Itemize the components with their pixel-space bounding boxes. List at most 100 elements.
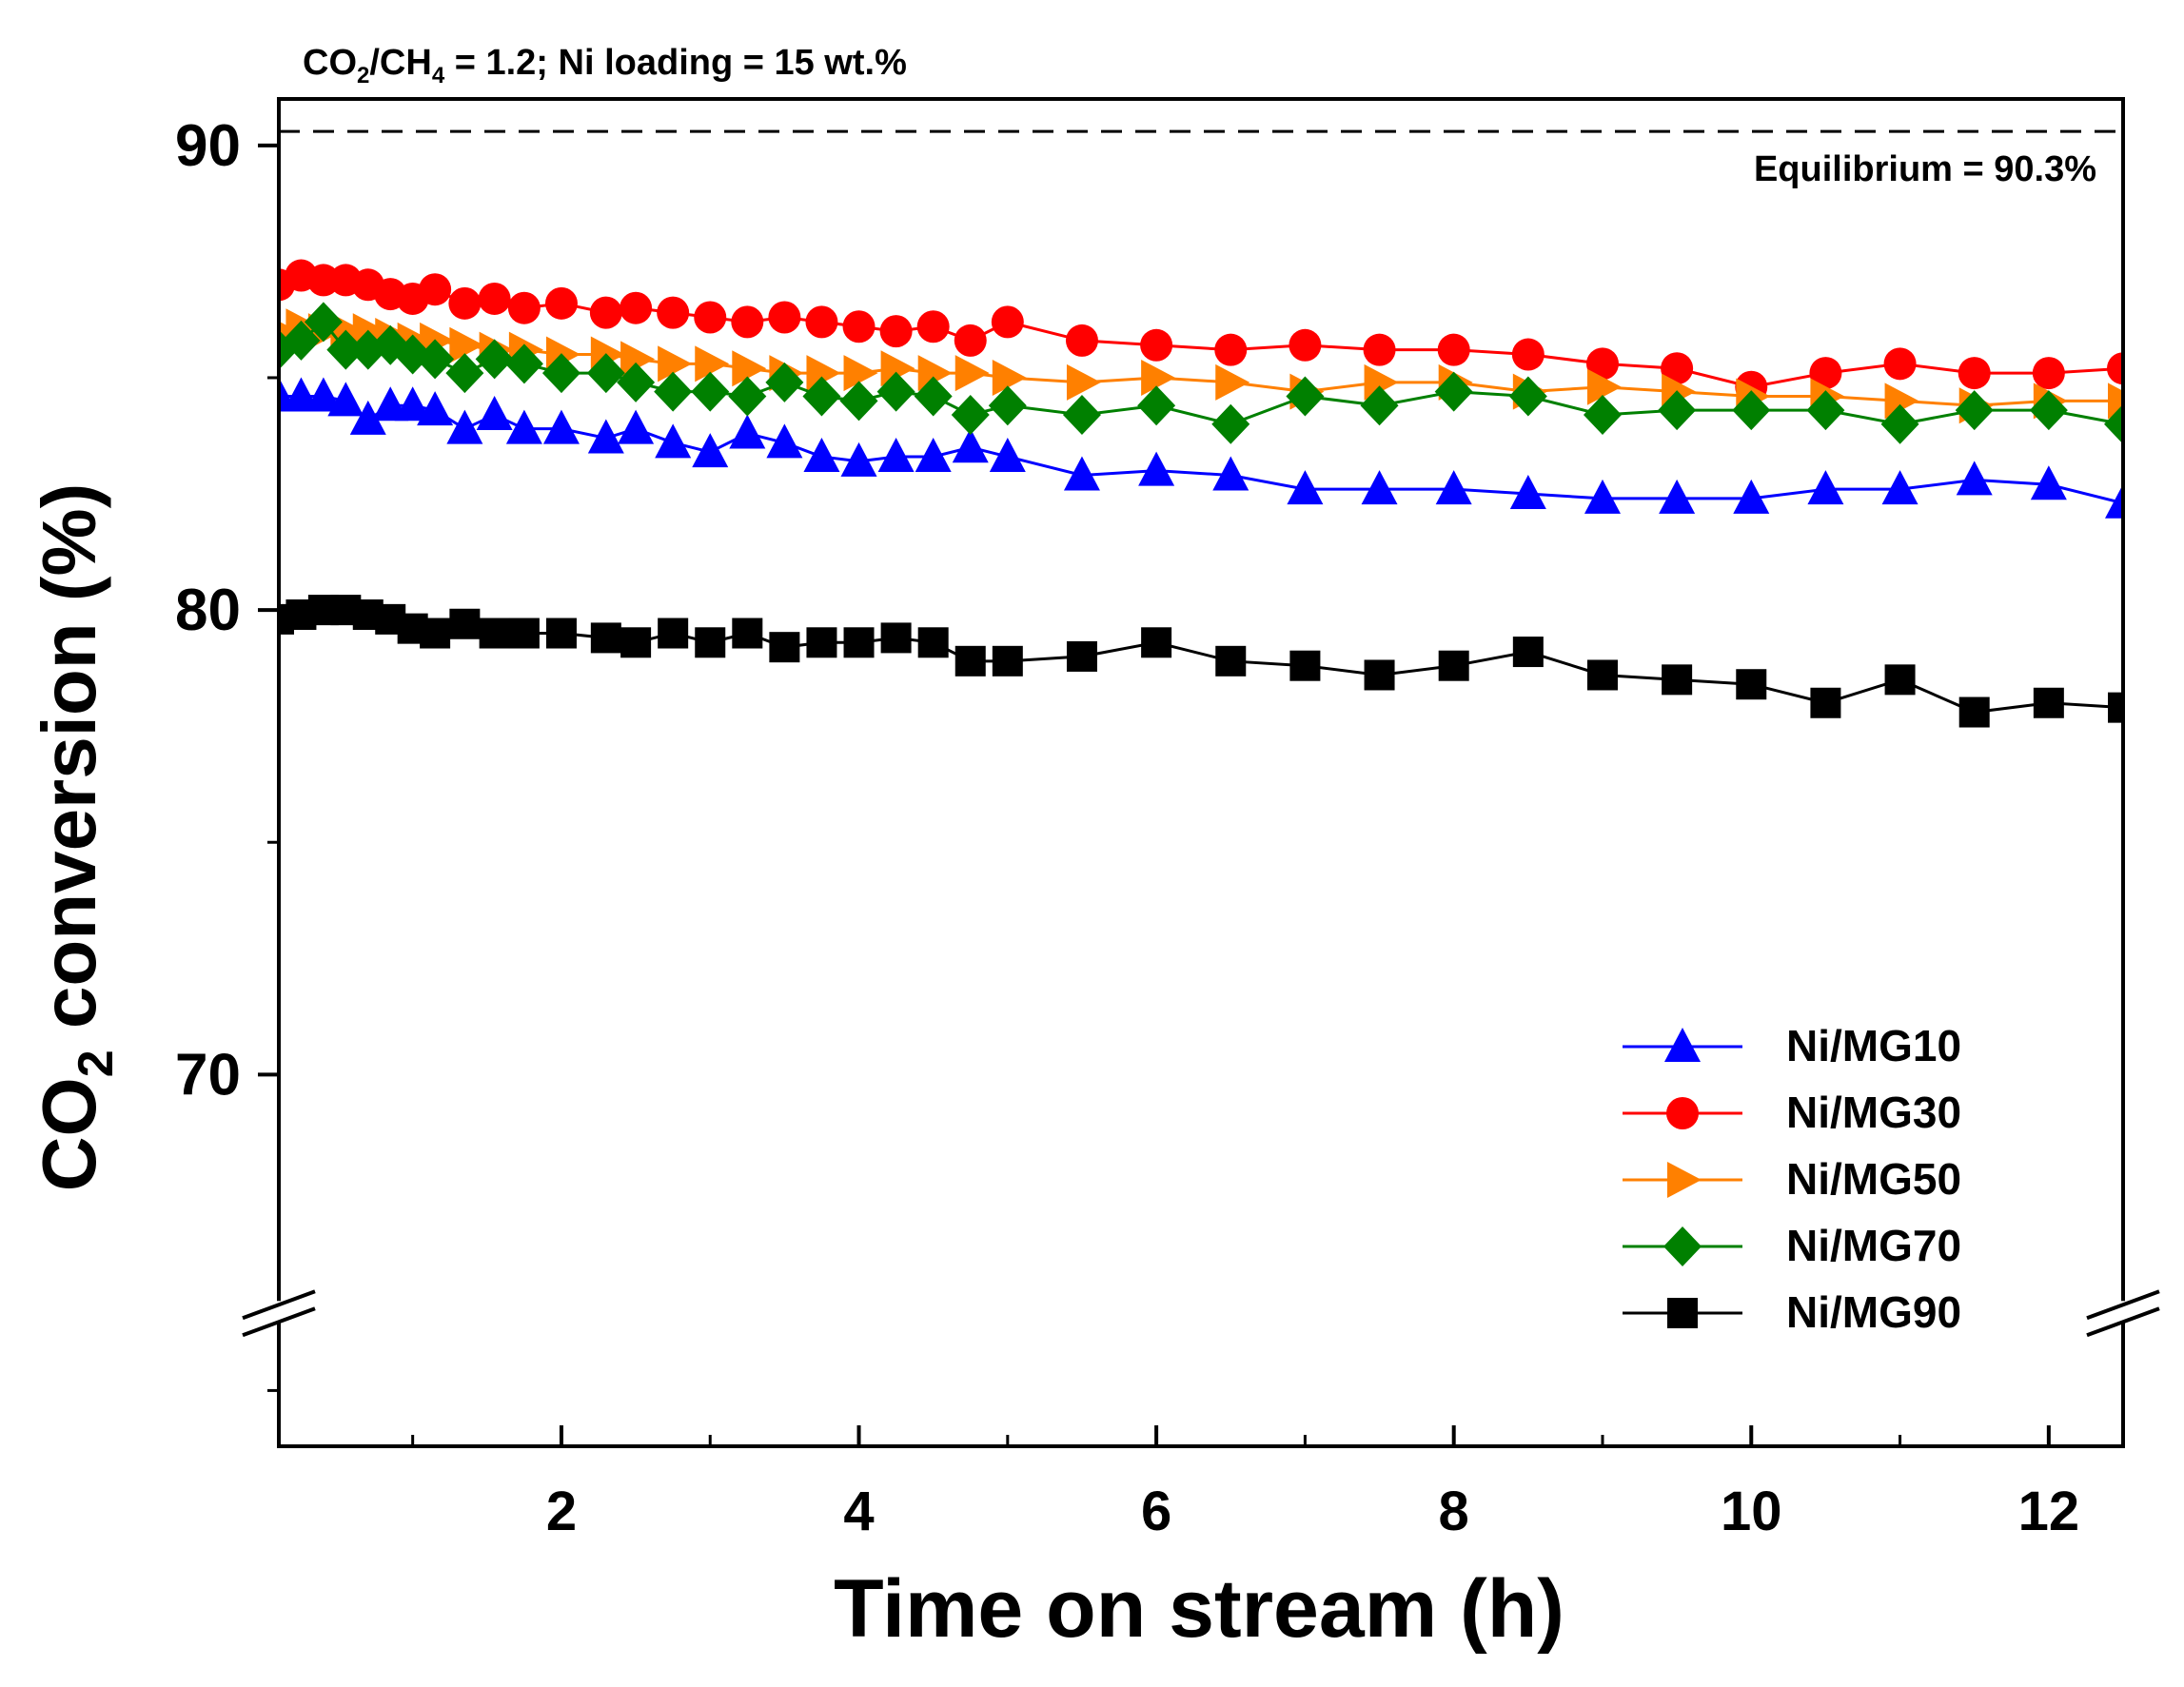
- data-point-ni-mg30: [589, 296, 622, 329]
- data-point-ni-mg90: [2108, 692, 2123, 723]
- data-point-ni-mg70: [326, 329, 365, 370]
- data-point-ni-mg90: [954, 645, 986, 677]
- data-point-ni-mg30: [879, 315, 913, 348]
- data-point-ni-mg10: [417, 391, 454, 426]
- data-point-ni-mg90: [1810, 687, 1841, 718]
- data-point-ni-mg70: [617, 362, 656, 402]
- data-point-ni-mg10: [803, 437, 840, 472]
- data-point-ni-mg90: [695, 627, 726, 658]
- data-point-ni-mg30: [1437, 333, 1470, 366]
- data-point-ni-mg50: [1066, 363, 1101, 401]
- data-point-ni-mg70: [1955, 390, 1994, 431]
- data-point-ni-mg70: [1508, 376, 1547, 417]
- data-point-ni-mg90: [732, 618, 763, 649]
- data-point-ni-mg30: [1511, 338, 1545, 371]
- data-point-ni-mg50: [658, 345, 693, 383]
- data-point-ni-mg10: [446, 409, 483, 444]
- data-point-ni-mg30: [2032, 357, 2065, 390]
- data-point-ni-mg50: [806, 355, 841, 392]
- chart-title: CO2/CH4 = 1.2; Ni loading = 15 wt.%: [303, 43, 907, 88]
- data-point-ni-mg10: [1807, 470, 1844, 505]
- data-point-ni-mg90: [880, 622, 912, 654]
- data-point-ni-mg10: [2105, 483, 2123, 519]
- data-point-ni-mg10: [349, 400, 386, 435]
- data-point-ni-mg90: [449, 608, 481, 639]
- data-point-ni-mg10: [1287, 470, 1324, 505]
- data-point-ni-mg70: [728, 376, 767, 417]
- data-point-ni-mg50: [620, 341, 656, 378]
- legend-marker: [1663, 1226, 1702, 1266]
- data-point-ni-mg30: [694, 301, 727, 334]
- data-point-ni-mg10: [1138, 451, 1175, 486]
- series-ni-mg30: [279, 259, 2123, 403]
- data-point-ni-mg90: [620, 627, 652, 658]
- data-point-ni-mg10: [505, 409, 542, 444]
- data-point-ni-mg30: [842, 310, 876, 343]
- data-point-ni-mg10: [587, 419, 624, 454]
- data-point-ni-mg30: [507, 291, 541, 324]
- data-point-ni-mg70: [876, 371, 915, 412]
- series-ni-mg50: [279, 308, 2123, 424]
- x-tick-label: 10: [1721, 1481, 1782, 1542]
- data-point-ni-mg50: [954, 355, 990, 392]
- data-point-ni-mg50: [1141, 359, 1176, 396]
- data-point-ni-mg10: [476, 396, 513, 431]
- y-axis-label: CO2 conversion (%): [27, 483, 124, 1192]
- legend-label: Ni/MG50: [1786, 1154, 1961, 1204]
- data-point-ni-mg50: [449, 326, 484, 363]
- data-point-ni-mg70: [282, 320, 321, 361]
- data-point-ni-mg70: [1137, 385, 1176, 426]
- legend-marker: [1664, 1028, 1701, 1062]
- data-point-ni-mg70: [304, 302, 343, 343]
- data-point-ni-mg10: [729, 414, 766, 449]
- axis-break-mark: [2086, 1306, 2160, 1338]
- data-point-ni-mg30: [1065, 324, 1098, 357]
- data-point-ni-mg10: [1435, 470, 1472, 505]
- data-point-ni-mg10: [692, 433, 729, 468]
- data-point-ni-mg70: [1360, 385, 1399, 426]
- data-point-ni-mg70: [914, 376, 953, 417]
- data-point-ni-mg30: [2107, 352, 2123, 385]
- data-point-ni-mg10: [840, 441, 877, 477]
- data-point-ni-mg50: [1215, 363, 1250, 401]
- data-point-ni-mg50: [695, 345, 730, 383]
- legend-marker: [1667, 1162, 1702, 1198]
- data-point-ni-mg50: [843, 355, 878, 392]
- data-point-ni-mg70: [1434, 371, 1473, 412]
- data-point-ni-mg90: [1736, 669, 1767, 700]
- data-point-ni-mg30: [419, 273, 452, 306]
- legend-label: Ni/MG10: [1786, 1021, 1961, 1070]
- data-point-ni-mg70: [1880, 403, 1919, 444]
- data-point-ni-mg70: [1211, 403, 1250, 444]
- data-point-ni-mg10: [877, 437, 915, 472]
- data-point-ni-mg70: [654, 371, 693, 412]
- axis-break-mark: [242, 1306, 316, 1338]
- data-point-ni-mg10: [542, 409, 580, 444]
- data-point-ni-mg70: [445, 353, 484, 394]
- data-point-ni-mg90: [1289, 650, 1321, 681]
- data-point-ni-mg10: [952, 428, 989, 463]
- data-point-ni-mg90: [479, 618, 510, 649]
- data-point-ni-mg30: [916, 310, 950, 343]
- data-point-ni-mg90: [1512, 637, 1544, 668]
- data-point-ni-mg10: [618, 409, 655, 444]
- data-point-ni-mg70: [2104, 403, 2123, 444]
- data-point-ni-mg10: [2030, 465, 2067, 500]
- data-point-ni-mg30: [954, 324, 987, 357]
- data-point-ni-mg30: [1585, 347, 1619, 381]
- data-point-ni-mg10: [1881, 470, 1918, 505]
- data-point-ni-mg30: [768, 301, 801, 334]
- data-point-ni-mg90: [917, 627, 949, 658]
- data-point-ni-mg50: [992, 359, 1027, 396]
- legend: Ni/MG10 Ni/MG30 Ni/MG50 Ni/MG70 Ni/MG90: [1623, 1021, 1961, 1337]
- legend-item-ni-mg30: Ni/MG30: [1623, 1088, 1961, 1137]
- data-point-ni-mg50: [880, 350, 915, 387]
- data-point-ni-mg10: [1212, 456, 1249, 491]
- data-point-ni-mg10: [394, 386, 431, 422]
- data-point-ni-mg90: [1141, 627, 1172, 658]
- y-tick-label: 70: [175, 1042, 241, 1108]
- y-tick-label: 80: [175, 578, 241, 643]
- data-point-ni-mg30: [991, 305, 1024, 339]
- x-tick-label: 12: [2018, 1481, 2080, 1542]
